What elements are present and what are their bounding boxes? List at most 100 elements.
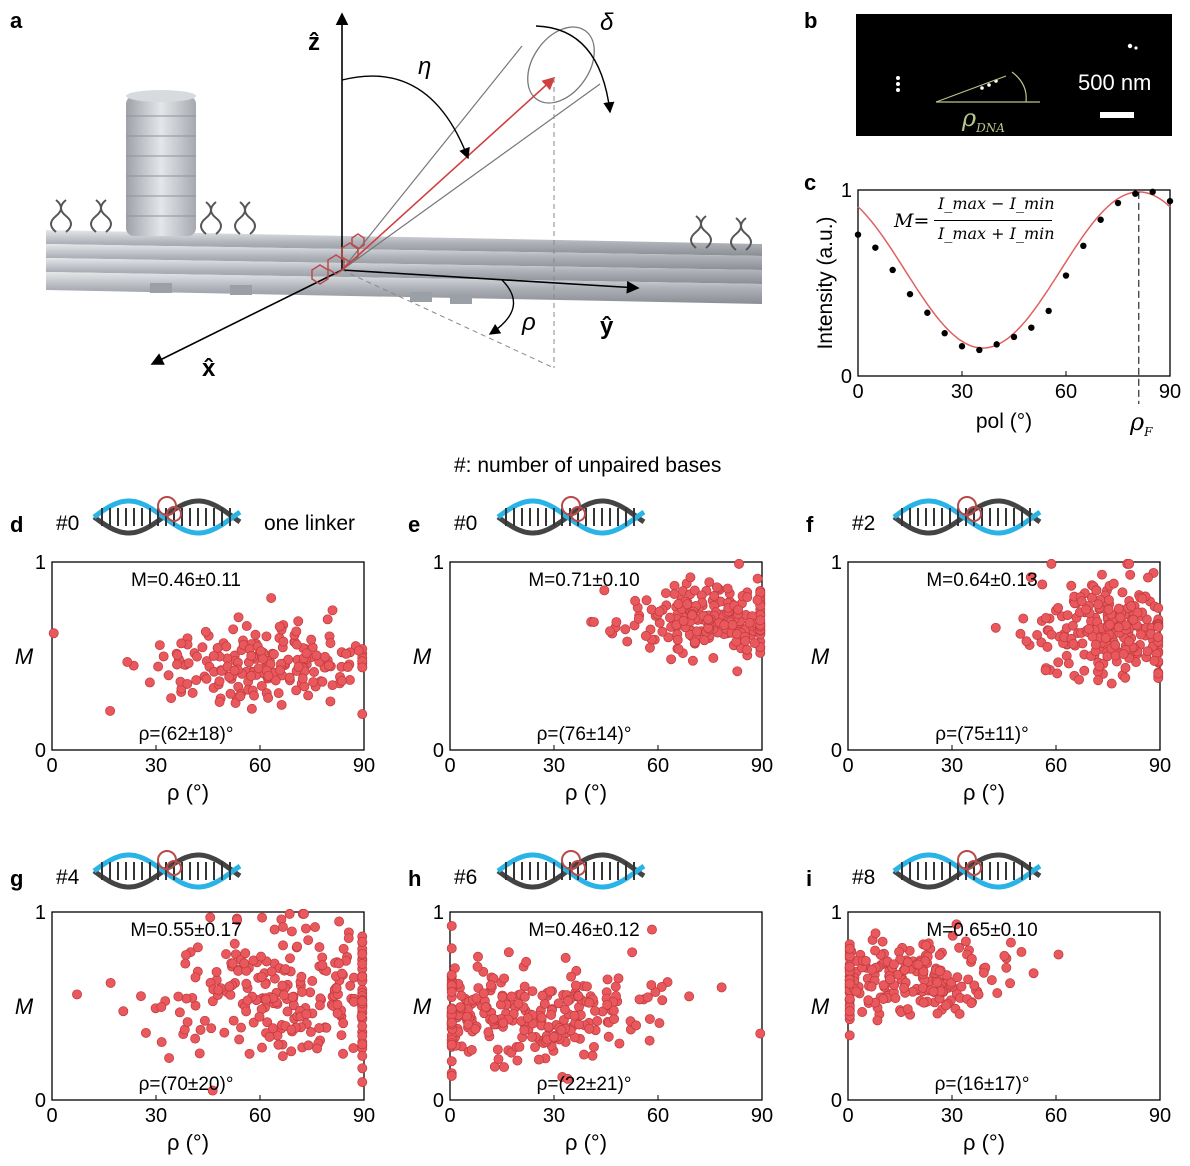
data-point <box>844 961 855 972</box>
data-point <box>207 1085 218 1096</box>
data-point <box>934 966 945 977</box>
data-point <box>566 971 577 982</box>
data-point <box>244 1048 255 1059</box>
y-axis-label: M <box>15 644 34 669</box>
data-point <box>622 636 633 647</box>
data-point <box>934 950 945 961</box>
data-point <box>345 980 356 991</box>
data-point <box>1120 662 1131 673</box>
x-tick-label: 60 <box>1045 1105 1067 1127</box>
linker-note: one linker <box>264 512 356 535</box>
data-point <box>673 644 684 655</box>
x-axis-label: ρ (°) <box>963 780 1005 805</box>
y-tick-label: 0 <box>831 740 842 762</box>
data-point <box>213 985 224 995</box>
data-point <box>1037 579 1048 590</box>
data-point <box>527 1032 537 1042</box>
data-point <box>331 983 342 994</box>
data-point <box>472 961 483 972</box>
data-point <box>299 681 310 692</box>
data-point <box>1120 672 1131 683</box>
data-point <box>590 1005 600 1016</box>
data-point <box>1025 572 1036 583</box>
data-point <box>309 667 320 677</box>
data-point <box>587 1050 598 1061</box>
data-point <box>221 949 232 960</box>
data-point <box>140 1027 151 1038</box>
data-point <box>644 1035 655 1046</box>
data-point <box>755 1028 766 1039</box>
data-point <box>1083 624 1094 634</box>
data-point <box>273 1039 284 1050</box>
intensity-chart: 0 30 60 90 0 1 pol (°) Intensity (a.u.) <box>814 180 1181 433</box>
data-point <box>268 649 279 660</box>
data-point <box>357 1063 368 1074</box>
data-point <box>1090 639 1101 650</box>
data-point <box>740 636 751 646</box>
x-tick-label: 0 <box>842 755 853 777</box>
data-point <box>899 982 909 993</box>
y-tick-label: 0 <box>831 1090 842 1112</box>
data-point <box>254 1011 265 1022</box>
x-tick-label: 30 <box>941 755 963 777</box>
data-point <box>181 993 192 1004</box>
data-point <box>1063 658 1074 669</box>
data-point <box>183 658 194 669</box>
data-point <box>684 991 695 1002</box>
data-point <box>446 1017 457 1028</box>
data-point <box>248 1017 259 1028</box>
data-point <box>932 1008 943 1019</box>
data-point <box>242 995 253 1006</box>
data-point <box>105 977 116 988</box>
data-point <box>336 675 347 686</box>
data-point <box>357 1021 368 1032</box>
x-tick-label: 90 <box>1159 381 1181 403</box>
data-point <box>689 585 700 596</box>
data-point <box>608 1005 619 1016</box>
data-point <box>1153 622 1164 632</box>
data-point <box>742 592 753 603</box>
dye-ring <box>570 860 586 876</box>
data-point <box>521 956 532 967</box>
data-point <box>749 638 760 649</box>
data-point <box>588 617 599 627</box>
data-point <box>498 1017 509 1028</box>
data-point <box>1062 610 1073 621</box>
data-point <box>297 987 307 997</box>
data-point <box>284 672 295 683</box>
m-value-label: M=0.71±0.10 <box>528 570 639 591</box>
data-point <box>1066 580 1077 591</box>
data-point <box>851 986 862 997</box>
scatter-chart-h: 0 30 60 90 0 1 M=0.46±0.12 ρ=(22±21)° Mρ (°) <box>413 902 773 1155</box>
x-tick-label: 60 <box>249 1105 271 1127</box>
data-point <box>1114 199 1122 207</box>
data-point <box>488 1013 499 1024</box>
data-point <box>194 1048 205 1059</box>
x-tick-label: 90 <box>1149 755 1171 777</box>
data-point <box>190 972 201 983</box>
data-point <box>342 662 353 673</box>
data-point <box>512 1055 523 1066</box>
data-point <box>889 266 896 274</box>
data-point <box>153 661 164 672</box>
data-point <box>278 636 289 647</box>
data-point <box>278 940 288 951</box>
data-point <box>1042 641 1053 652</box>
data-point <box>172 650 183 661</box>
data-point <box>549 1031 559 1042</box>
data-point <box>1040 613 1051 623</box>
data-point <box>327 680 338 691</box>
axis-x-label: x̂ <box>202 355 216 382</box>
data-point <box>292 941 303 952</box>
data-point <box>312 1043 323 1054</box>
data-point <box>654 1018 665 1029</box>
data-point <box>546 1009 557 1020</box>
data-point <box>1005 937 1016 948</box>
data-point <box>1093 599 1104 610</box>
data-point <box>941 330 948 337</box>
data-point <box>463 1019 474 1030</box>
micrograph: 500 nm ρDNA <box>856 14 1172 136</box>
panel-label-h: h <box>408 866 422 891</box>
data-point <box>641 595 652 606</box>
data-point <box>613 973 624 984</box>
